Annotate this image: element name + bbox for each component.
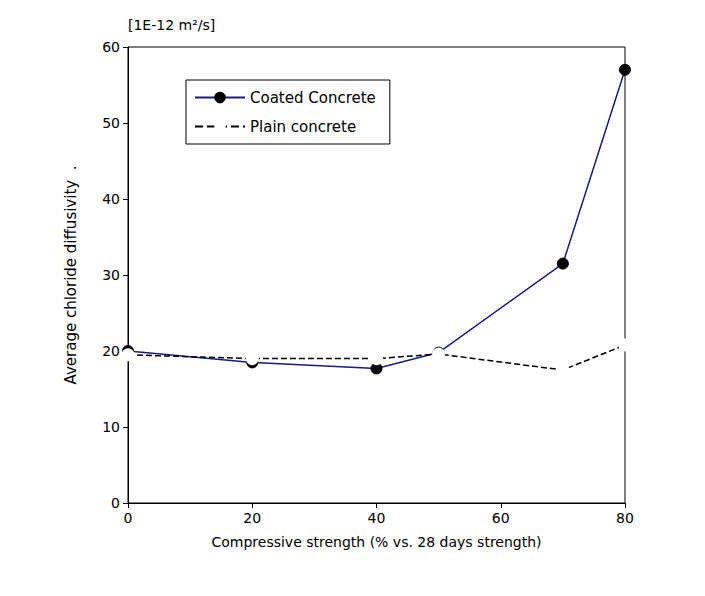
svg-text:50: 50	[102, 115, 120, 131]
svg-text:60: 60	[492, 510, 510, 526]
svg-text:0: 0	[111, 495, 120, 511]
svg-text:0: 0	[124, 510, 133, 526]
svg-text:Coated Concrete: Coated Concrete	[250, 89, 376, 107]
svg-text:40: 40	[368, 510, 386, 526]
svg-text:10: 10	[102, 419, 120, 435]
svg-text:Average chloride diffusivity: Average chloride diffusivity .	[62, 166, 80, 385]
svg-text:20: 20	[243, 510, 261, 526]
svg-text:40: 40	[102, 191, 120, 207]
svg-text:Plain concrete: Plain concrete	[250, 118, 356, 136]
svg-text:[1E-12 m²/s]: [1E-12 m²/s]	[128, 17, 215, 33]
svg-text:Compressive strength (% vs. 28: Compressive strength (% vs. 28 days stre…	[211, 534, 541, 550]
svg-text:30: 30	[102, 267, 120, 283]
svg-text:80: 80	[616, 510, 634, 526]
svg-text:60: 60	[102, 39, 120, 55]
svg-text:20: 20	[102, 343, 120, 359]
